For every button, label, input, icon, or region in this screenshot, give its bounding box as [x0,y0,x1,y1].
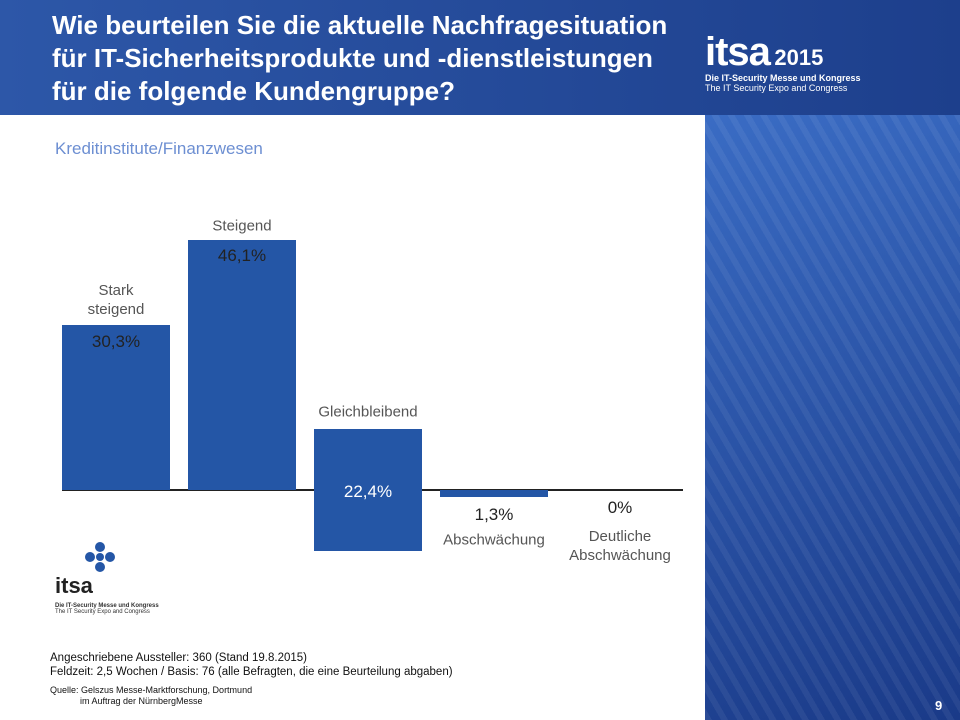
side-panel [705,115,960,720]
logo-brand: itsa [705,30,771,74]
logo-line: Die IT-Security Messe und Kongress [55,603,159,609]
title-line: für IT-Sicherheitsprodukte und -dienstle… [52,43,653,73]
logo-line: Die IT-Security Messe und Kongress [705,73,861,83]
logo-year: 2015 [774,45,824,70]
source: Quelle: Gelszus Messe-Marktforschung, Do… [50,685,253,695]
bar [440,490,548,498]
value-label: 1,3% [474,505,514,524]
bar [314,429,422,551]
value-label: 22,4% [343,482,393,501]
value-label: 46,1% [217,246,267,265]
category-label: Steigend [212,217,272,235]
logo-icon [85,542,115,572]
logo: itsa 2015 Die IT-Security Messe und Kong… [705,30,861,93]
category-label: Gleichbleibend [318,403,418,421]
category-label: Deutliche Abschwächung [569,528,671,564]
chart-subtitle: Kreditinstitute/Finanzwesen [55,139,263,158]
bar [62,325,170,490]
value-label: 30,3% [91,332,141,351]
header-band [0,0,960,115]
logo-small: itsa Die IT-Security Messe und Kongress … [55,540,159,615]
logo-brand: itsa [55,573,93,598]
logo-line: The IT Security Expo and Congress [705,83,848,93]
source: im Auftrag der NürnbergMesse [80,696,203,706]
page-number: 9 [935,698,943,713]
bar [188,239,296,490]
value-label: 0% [607,498,633,517]
logo-line: The IT Security Expo and Congress [55,609,150,615]
title-line: Wie beurteilen Sie die aktuelle Nachfrag… [52,10,668,40]
category-label: Stark steigend [87,282,145,318]
title-line: für die folgende Kundengruppe? [52,76,455,106]
footnote: Feldzeit: 2,5 Wochen / Basis: 76 (alle B… [50,666,453,678]
category-label: Abschwächung [443,531,545,549]
footnote: Angeschriebene Aussteller: 360 (Stand 19… [50,652,308,664]
